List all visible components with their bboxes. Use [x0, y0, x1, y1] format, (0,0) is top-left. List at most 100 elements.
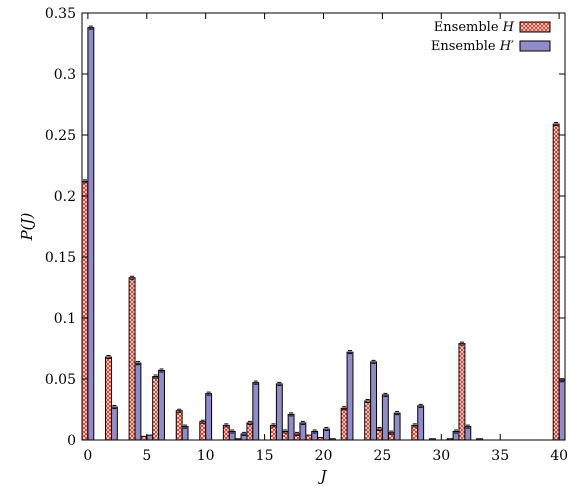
x-tick-label: 15	[256, 448, 274, 464]
error-bar	[459, 341, 464, 346]
error-bar	[135, 361, 140, 366]
error-bar	[395, 411, 400, 416]
bar	[293, 433, 301, 441]
error-bar	[454, 429, 459, 434]
bar	[246, 422, 254, 441]
error-bar	[247, 420, 252, 425]
error-bar	[294, 431, 299, 436]
bar	[558, 379, 566, 441]
bar	[105, 356, 112, 441]
y-tick-label: 0.35	[45, 6, 76, 22]
error-bar	[389, 430, 394, 435]
error-bar	[206, 391, 211, 396]
bar	[175, 410, 183, 441]
x-tick-label: 30	[432, 448, 450, 464]
error-bar	[82, 179, 87, 184]
error-bar	[271, 423, 276, 428]
bar	[417, 405, 425, 441]
bar	[346, 351, 354, 441]
error-bar	[224, 423, 229, 428]
x-tick-label: 0	[83, 448, 92, 464]
bar	[87, 27, 95, 441]
bar	[81, 180, 89, 441]
error-bar	[230, 429, 235, 434]
bar	[146, 434, 154, 441]
bar	[252, 382, 260, 441]
bar	[240, 433, 248, 441]
x-tick-label: 25	[373, 448, 391, 464]
ticks-layer: 0 5 10 15 20 25 30 35 40 0 0.05 0.1 0.15 0.2 0.25 0.3 0.…	[45, 6, 568, 464]
x-tick-label: 20	[315, 448, 333, 464]
x-axis-label: J	[317, 467, 327, 485]
bar	[552, 123, 560, 441]
error-bar	[200, 419, 205, 424]
error-bar	[371, 359, 376, 364]
bar	[199, 421, 207, 441]
bar	[370, 361, 378, 441]
error-bar	[153, 374, 158, 379]
legend-label-ensemble-h: Ensemble H	[434, 20, 515, 35]
error-bar	[324, 427, 329, 432]
y-tick-label: 0.15	[45, 250, 76, 266]
y-tick-label: 0.05	[45, 372, 76, 388]
error-bar	[312, 429, 317, 434]
error-bar	[241, 431, 246, 436]
bar	[205, 393, 213, 441]
bar	[393, 412, 401, 441]
bar	[381, 394, 389, 441]
bar	[269, 424, 277, 441]
error-bar	[465, 424, 470, 429]
x-tick-label: 35	[491, 448, 509, 464]
error-bar	[183, 424, 188, 429]
error-bar	[383, 392, 388, 397]
legend-swatch-ensemble-h-prime	[519, 40, 551, 52]
legend-label-ensemble-h-prime: Ensemble H′	[431, 39, 514, 54]
x-tick-label: 40	[550, 448, 568, 464]
bar	[287, 413, 295, 441]
bar	[458, 343, 466, 441]
y-tick-label: 0	[67, 433, 76, 449]
error-bar	[377, 427, 382, 432]
y-tick-label: 0.25	[45, 128, 76, 144]
bar	[134, 362, 142, 441]
bar	[299, 422, 307, 441]
error-bar	[112, 405, 117, 410]
bar	[275, 383, 283, 441]
x-tick-label: 10	[197, 448, 215, 464]
error-bar	[365, 398, 370, 403]
error-bar	[88, 25, 93, 30]
error-bar	[130, 275, 135, 280]
bar	[128, 277, 136, 441]
bar	[140, 435, 148, 441]
error-bar	[277, 381, 282, 386]
bar	[110, 406, 118, 441]
error-bar	[554, 122, 559, 127]
bars-layer	[81, 25, 566, 441]
y-tick-label: 0.2	[54, 189, 76, 205]
bar	[340, 407, 348, 441]
error-bar	[342, 406, 347, 411]
bar	[222, 424, 230, 441]
y-tick-label: 0.3	[54, 67, 76, 83]
bar	[464, 426, 472, 441]
error-bar	[418, 403, 423, 408]
bar	[411, 424, 419, 441]
error-bar	[177, 408, 182, 413]
y-tick-label: 0.1	[54, 311, 76, 327]
error-bar	[283, 429, 288, 434]
bar	[152, 376, 160, 441]
legend: Ensemble H Ensemble H′	[431, 20, 551, 54]
bar	[305, 434, 313, 441]
error-bar	[106, 355, 111, 360]
error-bar	[159, 368, 164, 373]
legend-swatch-ensemble-h	[519, 21, 551, 33]
error-bar	[412, 423, 417, 428]
error-bar	[300, 420, 305, 425]
error-bar	[253, 380, 258, 385]
bar	[181, 426, 189, 441]
bar	[158, 369, 165, 441]
x-tick-label: 5	[142, 448, 151, 464]
error-bar	[348, 350, 353, 355]
